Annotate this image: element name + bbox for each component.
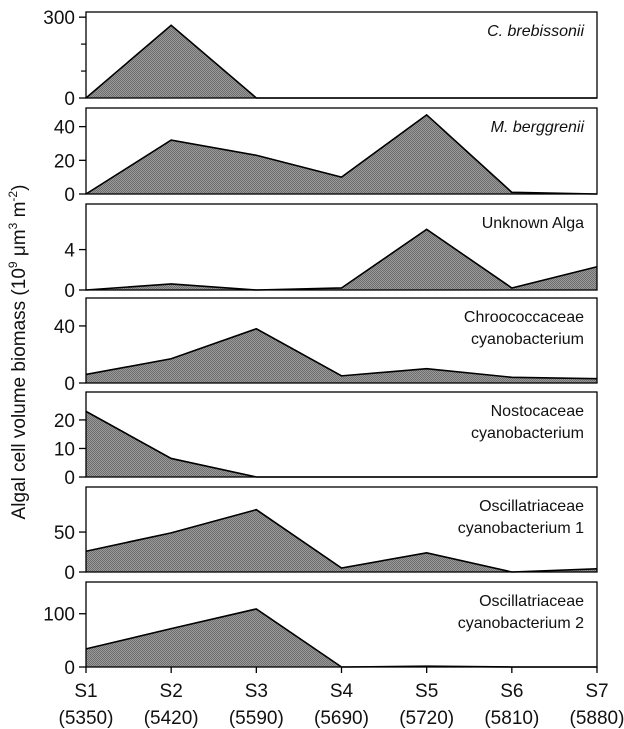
x-tick-label: S7: [585, 681, 608, 702]
y-axis-label-main: Algal cell volume biomass (10: [9, 268, 30, 519]
panel-1: 0 300 C. brebissonii: [43, 8, 598, 110]
area-fill: [86, 229, 597, 290]
area-fill: [86, 114, 597, 194]
y-tick-label: 20: [54, 411, 75, 432]
x-tick-label: S3: [245, 681, 268, 702]
y-tick-label: 300: [43, 8, 75, 29]
y-tick-label: 40: [54, 317, 75, 338]
area-fill: [86, 25, 597, 98]
panel-2: 0 20 40 M. berggrenii: [54, 107, 598, 206]
y-tick-label: 0: [64, 658, 75, 679]
y-axis-label-sup-minus2: -2: [6, 191, 20, 202]
panel-frame: [85, 297, 598, 384]
x-tick-label: S6: [500, 681, 523, 702]
series-line: [85, 327, 598, 380]
y-tick-label: 40: [54, 118, 75, 139]
panel-frame: [85, 203, 598, 291]
panel-title: cyanobacterium: [471, 331, 584, 348]
y-tick-label: 20: [54, 151, 75, 172]
panel-title: Oscillatriaceae: [479, 593, 584, 610]
x-tick-sublabel: (5690): [314, 708, 369, 729]
panel-title: M. berggrenii: [491, 119, 585, 136]
panel-title: cyanobacterium: [471, 425, 584, 442]
y-tick-label: 0: [64, 374, 75, 395]
panel-3: 0 4 Unknown Alga: [64, 203, 598, 302]
x-tick-sublabel: (5880): [570, 708, 624, 729]
series-line: [85, 113, 598, 195]
x-tick-label: S2: [160, 681, 183, 702]
x-tick-sublabel: (5420): [144, 708, 199, 729]
x-tick-sublabel: (5350): [59, 708, 114, 729]
x-axis: S1 (5350) S2 (5420) S3 (5590) S4 (5690) S5 (5720)…: [59, 667, 624, 729]
x-tick-sublabel: (5590): [229, 708, 284, 729]
panel-frame: [85, 486, 598, 573]
area-fill: [86, 509, 597, 572]
panel-title: cyanobacterium 1: [458, 520, 584, 537]
x-tick-sublabel: (5810): [484, 708, 539, 729]
panel-frame: [85, 107, 598, 195]
area-fill: [86, 328, 597, 383]
y-tick-label: 0: [64, 468, 75, 489]
panel-frame: [85, 391, 598, 478]
x-tick-label: S1: [74, 681, 97, 702]
area-fill: [86, 411, 597, 477]
panel-5: 0 10 20 Nostocaceae cyanobacterium: [54, 391, 598, 489]
panel-title: Oscillatriaceae: [479, 498, 584, 515]
y-axis-label: Algal cell volume biomass (109 μm3 m-2): [6, 185, 30, 520]
y-axis-label-close: ): [9, 185, 30, 191]
x-tick-label: S4: [330, 681, 354, 702]
panel-4: 0 40 Chroococcaceae cyanobacterium: [54, 297, 598, 395]
panel-title: cyanobacterium 2: [458, 615, 584, 632]
y-tick-label: 0: [64, 281, 75, 302]
panel-title: Unknown Alga: [482, 215, 584, 232]
panel-frame: [85, 11, 598, 99]
panel-7: 0 100 Oscillatriaceae cyanobacterium 2: [43, 581, 598, 679]
y-tick-label: 0: [64, 185, 75, 206]
panels: 0 300 C. brebissonii 0 20 40 M. berggrenii 0 4 Un…: [43, 8, 598, 679]
x-tick-label: S5: [415, 681, 438, 702]
y-axis-label-unit: μm: [9, 229, 30, 261]
y-tick-label: 50: [54, 523, 75, 544]
y-axis-label-area: m: [9, 202, 30, 223]
y-tick-label: 10: [54, 439, 75, 460]
x-tick-sublabel: (5720): [399, 708, 454, 729]
y-axis-label-sup-3: 3: [6, 222, 20, 229]
panel-title: Chroococcaceae: [464, 309, 584, 326]
area-fill: [86, 608, 597, 667]
panel-title: C. brebissonii: [487, 23, 584, 40]
y-tick-label: 0: [64, 89, 75, 110]
y-tick-label: 4: [64, 241, 75, 262]
y-axis-label-sup-9: 9: [6, 261, 20, 268]
y-tick-label: 100: [43, 605, 75, 626]
series-line: [85, 228, 598, 291]
panel-6: 0 50 Oscillatriaceae cyanobacterium 1: [54, 486, 598, 584]
y-tick-label: 0: [64, 563, 75, 584]
panel-title: Nostocaceae: [491, 403, 584, 420]
